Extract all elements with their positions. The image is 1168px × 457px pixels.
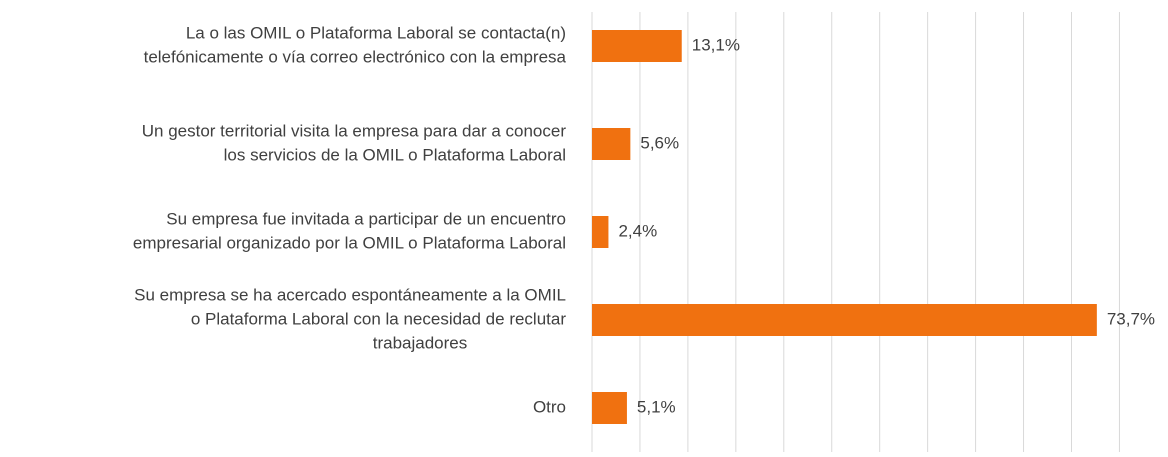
bar	[592, 392, 627, 424]
category-label: Su empresa fue invitada a participar de …	[166, 209, 566, 228]
data-label: 5,6%	[640, 133, 679, 152]
category-label: o Plataforma Laboral con la necesidad de…	[191, 309, 567, 328]
data-label: 2,4%	[618, 221, 657, 240]
category-label: Su empresa se ha acercado espontáneament…	[134, 285, 566, 304]
data-label: 5,1%	[637, 397, 676, 416]
bar	[592, 128, 631, 160]
category-label: los servicios de la OMIL o Plataforma La…	[224, 145, 566, 164]
category-label: Otro	[533, 397, 566, 416]
category-label: trabajadores	[373, 333, 468, 352]
data-label: 73,7%	[1107, 309, 1155, 328]
data-label: 13,1%	[692, 35, 740, 54]
category-label: empresarial organizado por la OMIL o Pla…	[133, 233, 566, 252]
category-label: La o las OMIL o Plataforma Laboral se co…	[186, 23, 566, 42]
bar	[592, 304, 1097, 336]
category-label: Un gestor territorial visita la empresa …	[142, 121, 567, 140]
bar	[592, 216, 609, 248]
bar	[592, 30, 682, 62]
category-label: telefónicamente o vía correo electrónico…	[144, 47, 567, 66]
